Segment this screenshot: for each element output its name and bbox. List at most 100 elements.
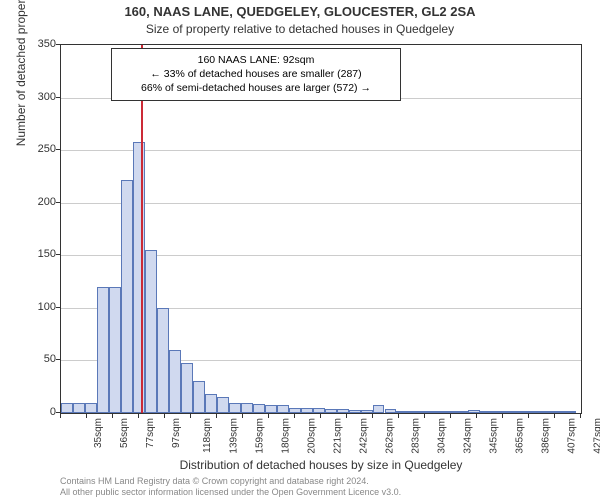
x-tick-label: 35sqm [93,418,104,448]
x-tick [398,414,399,418]
histogram-bar [97,287,109,413]
x-tick [164,414,165,418]
y-tick [56,149,60,150]
x-tick [346,414,347,418]
footer-line3: All other public sector information lice… [60,487,582,498]
x-tick [320,414,321,418]
histogram-bar [325,409,337,413]
x-tick-label: 221sqm [333,418,344,454]
plot-area: 160 NAAS LANE: 92sqm ← 33% of detached h… [60,44,582,414]
x-tick-label: 283sqm [411,418,422,454]
x-tick [450,414,451,418]
y-axis-label: Number of detached properties [14,0,28,146]
y-tick-label: 300 [16,91,56,103]
y-tick-label: 250 [16,143,56,155]
histogram-bar [468,410,480,413]
x-tick-label: 407sqm [567,418,578,454]
histogram-bar [301,408,313,413]
histogram-bar [516,411,528,413]
histogram-bar [432,411,444,413]
x-tick-label: 386sqm [541,418,552,454]
histogram-bar [145,250,157,413]
histogram-bar [337,409,349,413]
histogram-bar [528,411,540,413]
histogram-bar [229,403,241,414]
histogram-bar [564,411,576,413]
histogram-bar [492,411,504,413]
x-tick-label: 427sqm [593,418,600,454]
x-tick [554,414,555,418]
histogram-bar [385,409,397,413]
y-tick-label: 100 [16,301,56,313]
y-tick-label: 350 [16,38,56,50]
x-tick-label: 56sqm [119,418,130,448]
x-tick-label: 159sqm [255,418,266,454]
x-tick-label: 200sqm [307,418,318,454]
x-tick [528,414,529,418]
footer-line1: Contains HM Land Registry data © Crown c… [60,476,582,487]
histogram-bar [241,403,253,414]
x-tick-label: 304sqm [437,418,448,454]
y-tick-label: 150 [16,248,56,260]
x-tick-label: 262sqm [385,418,396,454]
x-tick [424,414,425,418]
x-tick-label: 365sqm [515,418,526,454]
info-box-line2: ← 33% of detached houses are smaller (28… [118,67,394,81]
histogram-bar [217,397,229,413]
histogram-bar [480,411,492,413]
histogram-bar [540,411,552,413]
histogram-bar [444,411,456,413]
y-tick [56,359,60,360]
y-tick [56,254,60,255]
chart-title-main: 160, NAAS LANE, QUEDGELEY, GLOUCESTER, G… [0,4,600,19]
histogram-bar [408,411,420,413]
x-tick [86,414,87,418]
histogram-bar [85,403,97,414]
x-tick [190,414,191,418]
x-tick [216,414,217,418]
x-tick-label: 324sqm [463,418,474,454]
histogram-bar [73,403,85,414]
histogram-bar [253,404,265,413]
y-tick-label: 0 [16,406,56,418]
histogram-bar [193,381,205,413]
y-tick [56,307,60,308]
histogram-bar [181,363,193,413]
histogram-bar [349,410,361,413]
y-tick [56,412,60,413]
histogram-bar [109,287,121,413]
info-box: 160 NAAS LANE: 92sqm ← 33% of detached h… [111,48,401,101]
histogram-bar [121,180,133,413]
histogram-bar [396,411,408,413]
y-tick [56,44,60,45]
x-tick [294,414,295,418]
histogram-bar [456,411,468,413]
x-tick [268,414,269,418]
x-tick [242,414,243,418]
histogram-bar [361,410,373,413]
x-tick [580,414,581,418]
x-tick-label: 77sqm [145,418,156,448]
x-tick [138,414,139,418]
histogram-bar [289,408,301,413]
y-tick [56,97,60,98]
x-tick-label: 242sqm [359,418,370,454]
x-tick [112,414,113,418]
x-tick-label: 345sqm [489,418,500,454]
histogram-bar [420,411,432,413]
x-tick-label: 180sqm [281,418,292,454]
histogram-bar [277,405,289,413]
x-tick [502,414,503,418]
y-tick [56,202,60,203]
histogram-bar [313,408,325,413]
y-tick-label: 50 [16,353,56,365]
histogram-bar [552,411,564,413]
x-tick [60,414,61,418]
histogram-bar [205,394,217,413]
x-tick-label: 97sqm [171,418,182,448]
x-tick-label: 118sqm [202,418,213,453]
info-box-line1: 160 NAAS LANE: 92sqm [118,53,394,67]
histogram-bar [504,411,516,413]
x-axis-label: Distribution of detached houses by size … [60,458,582,472]
histogram-bar [157,308,169,413]
